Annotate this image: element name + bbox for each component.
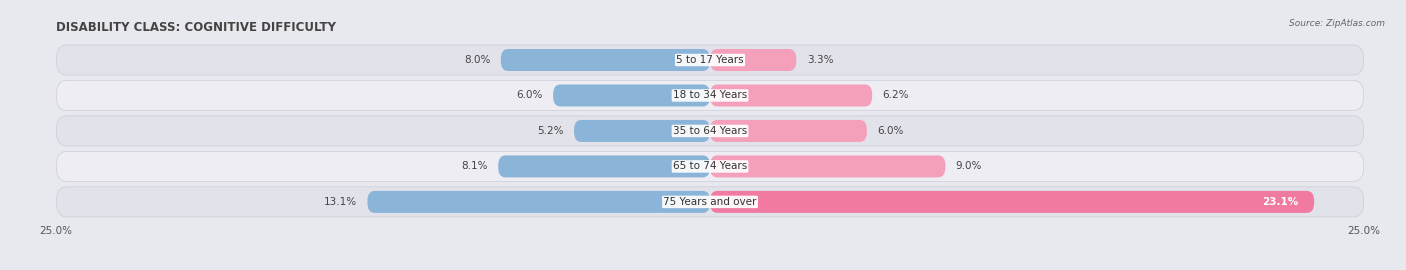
Text: 3.3%: 3.3% (807, 55, 834, 65)
FancyBboxPatch shape (56, 80, 1364, 110)
FancyBboxPatch shape (56, 116, 1364, 146)
Text: 6.0%: 6.0% (877, 126, 904, 136)
Text: 35 to 64 Years: 35 to 64 Years (673, 126, 747, 136)
FancyBboxPatch shape (574, 120, 710, 142)
Text: Source: ZipAtlas.com: Source: ZipAtlas.com (1289, 19, 1385, 28)
Text: 8.1%: 8.1% (461, 161, 488, 171)
Text: 8.0%: 8.0% (464, 55, 491, 65)
FancyBboxPatch shape (553, 85, 710, 106)
Text: DISABILITY CLASS: COGNITIVE DIFFICULTY: DISABILITY CLASS: COGNITIVE DIFFICULTY (56, 21, 336, 34)
FancyBboxPatch shape (56, 45, 1364, 75)
Text: 23.1%: 23.1% (1263, 197, 1298, 207)
Text: 5.2%: 5.2% (537, 126, 564, 136)
FancyBboxPatch shape (710, 156, 945, 177)
FancyBboxPatch shape (710, 85, 872, 106)
Text: 9.0%: 9.0% (956, 161, 983, 171)
FancyBboxPatch shape (498, 156, 710, 177)
Text: 6.2%: 6.2% (883, 90, 910, 100)
FancyBboxPatch shape (710, 120, 868, 142)
Text: 5 to 17 Years: 5 to 17 Years (676, 55, 744, 65)
Text: 13.1%: 13.1% (323, 197, 357, 207)
Text: 75 Years and over: 75 Years and over (664, 197, 756, 207)
Text: 65 to 74 Years: 65 to 74 Years (673, 161, 747, 171)
FancyBboxPatch shape (501, 49, 710, 71)
FancyBboxPatch shape (367, 191, 710, 213)
FancyBboxPatch shape (56, 151, 1364, 181)
FancyBboxPatch shape (56, 187, 1364, 217)
FancyBboxPatch shape (710, 49, 796, 71)
Text: 6.0%: 6.0% (516, 90, 543, 100)
FancyBboxPatch shape (710, 191, 1315, 213)
Text: 18 to 34 Years: 18 to 34 Years (673, 90, 747, 100)
